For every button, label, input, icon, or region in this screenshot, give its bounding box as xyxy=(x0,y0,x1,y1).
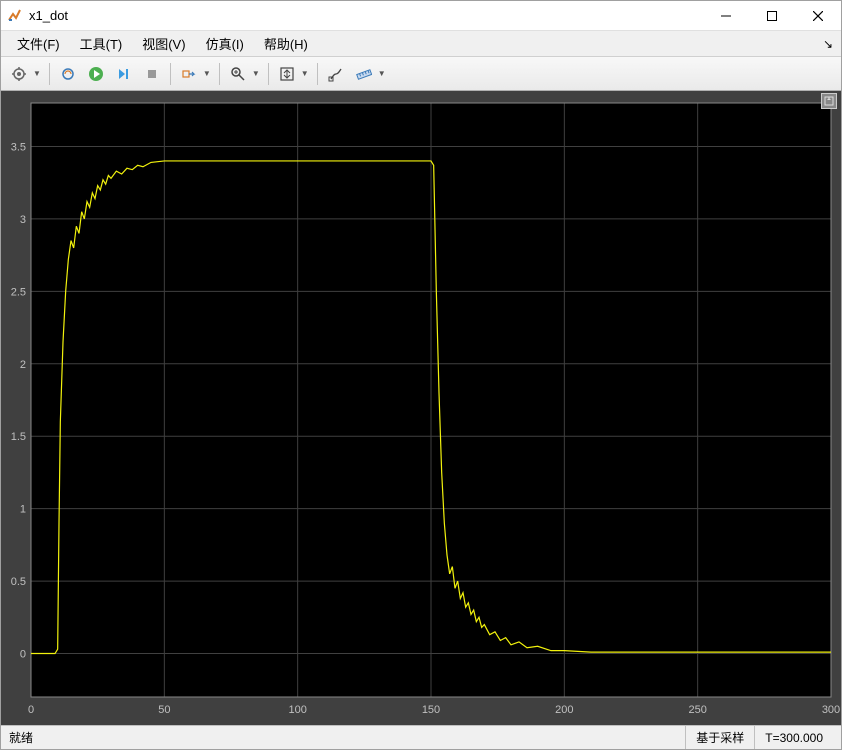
status-ready: 就绪 xyxy=(9,729,685,746)
svg-text:250: 250 xyxy=(688,704,706,716)
simdata-icon[interactable] xyxy=(56,62,80,86)
svg-text:200: 200 xyxy=(555,704,573,716)
status-sample: 基于采样 xyxy=(685,726,754,749)
svg-text:1: 1 xyxy=(20,504,26,516)
run-icon[interactable] xyxy=(84,62,108,86)
dock-arrow-icon[interactable]: ↘ xyxy=(823,37,833,51)
separator xyxy=(219,63,220,85)
ruler-icon[interactable] xyxy=(352,62,376,86)
window-title: x1_dot xyxy=(29,8,703,23)
statusbar: 就绪 基于采样 T=300.000 xyxy=(1,725,841,749)
svg-text:150: 150 xyxy=(422,704,440,716)
menubar: 文件(F) 工具(T) 视图(V) 仿真(I) 帮助(H) ↘ xyxy=(1,31,841,57)
svg-text:0.5: 0.5 xyxy=(11,576,26,588)
svg-text:0: 0 xyxy=(28,704,34,716)
svg-text:1.5: 1.5 xyxy=(11,431,26,443)
cursor-icon[interactable] xyxy=(324,62,348,86)
menu-sim[interactable]: 仿真(I) xyxy=(196,31,254,56)
dropdown-icon[interactable]: ▼ xyxy=(378,69,388,78)
menu-view[interactable]: 视图(V) xyxy=(132,31,195,56)
titlebar: x1_dot xyxy=(1,1,841,31)
separator xyxy=(268,63,269,85)
toolbar: ▼ ▼ ▼ ▼ ▼ xyxy=(1,57,841,91)
svg-text:100: 100 xyxy=(288,704,306,716)
menu-file[interactable]: 文件(F) xyxy=(7,31,70,56)
svg-text:3.5: 3.5 xyxy=(11,141,26,153)
separator xyxy=(317,63,318,85)
maximize-button[interactable] xyxy=(749,1,795,31)
step-icon[interactable] xyxy=(112,62,136,86)
trigger-icon[interactable] xyxy=(177,62,201,86)
svg-text:2: 2 xyxy=(20,359,26,371)
stop-icon[interactable] xyxy=(140,62,164,86)
svg-text:50: 50 xyxy=(158,704,170,716)
matlab-icon xyxy=(7,8,23,24)
svg-text:3: 3 xyxy=(20,214,26,226)
dropdown-icon[interactable]: ▼ xyxy=(203,69,213,78)
dropdown-icon[interactable]: ▼ xyxy=(252,69,262,78)
settings-icon[interactable] xyxy=(7,62,31,86)
separator xyxy=(49,63,50,85)
close-button[interactable] xyxy=(795,1,841,31)
svg-text:300: 300 xyxy=(822,704,840,716)
svg-text:2.5: 2.5 xyxy=(11,286,26,298)
autoscale-icon[interactable] xyxy=(275,62,299,86)
minimize-button[interactable] xyxy=(703,1,749,31)
zoom-icon[interactable] xyxy=(226,62,250,86)
separator xyxy=(170,63,171,85)
menu-tools[interactable]: 工具(T) xyxy=(70,31,133,56)
window-controls xyxy=(703,1,841,31)
svg-text:0: 0 xyxy=(20,649,26,661)
scope-area: 0 50 100 150 200 250 300 0 0.5 1 1.5 2 2.5 3 3.5 xyxy=(1,91,841,725)
dropdown-icon[interactable]: ▼ xyxy=(33,69,43,78)
menu-help[interactable]: 帮助(H) xyxy=(254,31,318,56)
scope-chart: 0 50 100 150 200 250 300 0 0.5 1 1.5 2 2.5 3 3.5 xyxy=(1,91,841,725)
legend-toggle-icon[interactable] xyxy=(821,93,837,109)
status-time: T=300.000 xyxy=(754,726,833,749)
dropdown-icon[interactable]: ▼ xyxy=(301,69,311,78)
